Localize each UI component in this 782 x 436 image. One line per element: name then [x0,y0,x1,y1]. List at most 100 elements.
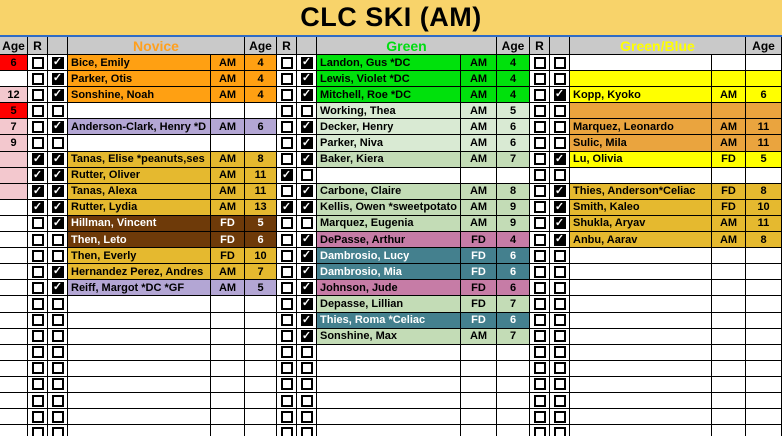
greenblue-name-cell-row8[interactable] [570,167,712,184]
greenblue-session-cell-row10[interactable]: FD [712,199,746,216]
greenblue-r-checkbox-unchecked[interactable] [533,426,546,436]
novice-r-checkbox-unchecked[interactable] [31,362,44,375]
greenblue-session-cell-row1[interactable] [712,55,746,72]
green-roster-checkbox-unchecked[interactable] [300,217,313,230]
green-session-cell-row14[interactable]: FD [461,264,497,281]
left-age-cell-row18[interactable] [0,328,28,345]
greenblue-session-cell-row12[interactable]: AM [712,232,746,249]
green-r-checkbox-unchecked[interactable] [280,394,293,407]
green-name-cell-row20[interactable] [317,360,461,377]
greenblue-roster-checkbox-unchecked[interactable] [553,394,566,407]
novice-session-cell-row13[interactable]: FD [211,248,245,265]
novice-age-cell-row20[interactable] [245,360,277,377]
greenblue-roster-checkbox-unchecked[interactable] [553,104,566,117]
green-session-cell-row16[interactable]: FD [461,296,497,313]
green-r-checkbox-unchecked[interactable] [280,104,293,117]
left-age-cell-row6[interactable]: 9 [0,135,28,152]
green-session-cell-row19[interactable] [461,344,497,361]
green-age-cell-row11[interactable]: 9 [497,215,530,233]
novice-roster-checkbox-checked[interactable]: ✓ [51,265,64,278]
novice-age-cell-row2[interactable]: 4 [245,71,277,88]
novice-age-cell-row19[interactable] [245,344,277,361]
greenblue-roster-checkbox-unchecked[interactable] [553,72,566,85]
greenblue-roster-checkbox-checked[interactable]: ✓ [553,200,566,214]
green-roster-checkbox-checked[interactable]: ✓ [300,200,313,214]
green-age-cell-row17[interactable]: 6 [497,312,530,329]
greenblue-age-cell-row4[interactable] [746,103,782,120]
novice-roster-checkbox-checked[interactable]: ✓ [51,120,64,133]
greenblue-r-checkbox-unchecked[interactable] [533,137,546,150]
green-age-cell-row4[interactable]: 5 [497,103,530,120]
novice-age-cell-row15[interactable]: 5 [245,280,277,297]
novice-r-checkbox-unchecked[interactable] [31,137,44,150]
novice-r-checkbox-unchecked[interactable] [31,233,44,246]
novice-age-cell-row13[interactable]: 10 [245,248,277,265]
greenblue-age-cell-row6[interactable]: 11 [746,135,782,152]
novice-roster-checkbox-unchecked[interactable] [51,297,64,310]
novice-name-cell-row13[interactable]: Then, Everly [68,248,211,265]
novice-roster-checkbox-unchecked[interactable] [51,410,64,423]
novice-name-cell-row5[interactable]: Anderson-Clark, Henry *D [68,119,211,136]
greenblue-r-checkbox-unchecked[interactable] [533,233,546,246]
novice-roster-checkbox-unchecked[interactable] [51,330,64,343]
novice-r-checkbox-unchecked[interactable] [31,120,44,133]
novice-name-cell-row21[interactable] [68,376,211,393]
novice-roster-checkbox-unchecked[interactable] [51,362,64,375]
novice-roster-checkbox-checked[interactable]: ✓ [51,72,64,85]
green-session-cell-row7[interactable]: AM [461,151,497,168]
novice-name-cell-row10[interactable]: Rutter, Lydia [68,199,211,216]
novice-session-cell-row14[interactable]: AM [211,264,245,281]
left-age-cell-row14[interactable] [0,264,28,281]
green-r-checkbox-unchecked[interactable] [280,362,293,375]
novice-r-checkbox-unchecked[interactable] [31,88,44,101]
greenblue-name-cell-row3[interactable]: Kopp, Kyoko [570,87,712,104]
greenblue-session-cell-row14[interactable] [712,264,746,281]
green-roster-checkbox-unchecked[interactable] [300,169,313,182]
left-age-cell-row8[interactable] [0,167,28,184]
novice-r-checkbox-unchecked[interactable] [31,56,44,69]
novice-name-cell-row14[interactable]: Hernandez Perez, Andres [68,264,211,281]
novice-name-cell-row6[interactable] [68,135,211,152]
novice-age-cell-row3[interactable]: 4 [245,87,277,104]
novice-roster-checkbox-checked[interactable]: ✓ [51,168,64,182]
green-r-checkbox-unchecked[interactable] [280,217,293,230]
greenblue-session-cell-row6[interactable]: AM [712,135,746,152]
novice-r-checkbox-unchecked[interactable] [31,104,44,117]
novice-r-checkbox-unchecked[interactable] [31,249,44,262]
green-age-cell-row21[interactable] [497,376,530,393]
novice-name-cell-row20[interactable] [68,360,211,377]
greenblue-r-checkbox-unchecked[interactable] [533,88,546,101]
left-age-cell-row5[interactable]: 7 [0,119,28,136]
left-age-cell-row20[interactable] [0,360,28,377]
greenblue-name-cell-row11[interactable]: Shukla, Aryav [570,215,712,233]
green-name-cell-row21[interactable] [317,376,461,393]
greenblue-age-cell-row14[interactable] [746,264,782,281]
novice-name-cell-row7[interactable]: Tanas, Elise *peanuts,ses [68,151,211,168]
greenblue-r-checkbox-unchecked[interactable] [533,185,546,198]
novice-name-cell-row22[interactable] [68,392,211,410]
greenblue-r-checkbox-unchecked[interactable] [533,249,546,262]
green-name-cell-row16[interactable]: Depasse, Lillian [317,296,461,313]
green-name-cell-row13[interactable]: Dambrosio, Lucy [317,248,461,265]
novice-roster-checkbox-unchecked[interactable] [51,378,64,391]
novice-name-cell-row12[interactable]: Then, Leto [68,232,211,249]
novice-r-checkbox-unchecked[interactable] [31,410,44,423]
left-age-cell-row2[interactable] [0,71,28,88]
left-age-cell-row9[interactable] [0,183,28,200]
green-session-cell-row11[interactable]: AM [461,215,497,233]
green-age-cell-row8[interactable] [497,167,530,184]
green-name-cell-row23[interactable] [317,409,461,426]
greenblue-roster-checkbox-unchecked[interactable] [553,137,566,150]
green-age-cell-row5[interactable]: 6 [497,119,530,136]
green-age-cell-row22[interactable] [497,392,530,410]
novice-session-cell-row23[interactable] [211,409,245,426]
novice-age-cell-row21[interactable] [245,376,277,393]
greenblue-session-cell-row4[interactable] [712,103,746,120]
greenblue-name-cell-row4[interactable] [570,103,712,120]
green-session-cell-row23[interactable] [461,409,497,426]
green-session-cell-row18[interactable]: AM [461,328,497,345]
greenblue-session-cell-row13[interactable] [712,248,746,265]
green-r-checkbox-unchecked[interactable] [280,185,293,198]
greenblue-roster-checkbox-unchecked[interactable] [553,362,566,375]
greenblue-age-cell-row21[interactable] [746,376,782,393]
